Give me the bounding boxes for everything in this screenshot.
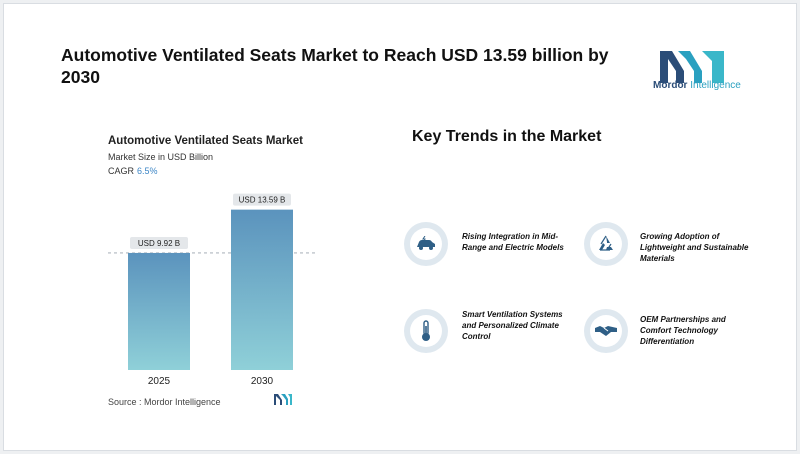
trend-label: Smart Ventilation Systems and Personaliz…: [462, 310, 563, 341]
x-tick-label: 2030: [251, 376, 274, 387]
thermometer-icon: [404, 309, 448, 353]
mini-logo-icon: [274, 394, 292, 405]
electric-car-icon: [404, 222, 448, 266]
trend-label: Rising Integration in Mid-Range and Elec…: [462, 232, 564, 252]
handshake-icon: [584, 309, 628, 353]
bar: [231, 209, 293, 370]
logo-text: Mordor Intelligence: [653, 80, 741, 91]
recycle-icon: [584, 222, 628, 266]
chart-title: Automotive Ventilated Seats Market: [108, 135, 303, 147]
trend-label: Growing Adoption of Lightweight and Sust…: [640, 232, 749, 263]
infographic-card: Automotive Ventilated Seats Market to Re…: [3, 3, 797, 451]
data-label-box: [233, 193, 291, 206]
bar: [128, 252, 190, 370]
page-title: Automotive Ventilated Seats Market to Re…: [61, 45, 609, 87]
trend-label: OEM Partnerships and Comfort Technology …: [640, 315, 726, 346]
data-label: USD 13.59 B: [239, 196, 286, 205]
chart-subtitle: Market Size in USD Billion: [108, 152, 214, 162]
data-label: USD 9.92 B: [138, 239, 180, 248]
mordor-logo-icon: [660, 51, 724, 83]
cagr: CAGR 6.5%: [108, 166, 158, 176]
cagr-label: CAGR: [108, 166, 135, 176]
bar-chart: USD 9.92 B 2025 USD 13.59 B 2030: [108, 193, 315, 387]
x-tick-label: 2025: [148, 376, 171, 387]
data-label-box: [130, 236, 188, 249]
source-note: Source : Mordor Intelligence: [108, 397, 221, 407]
trends-title: Key Trends in the Market: [412, 128, 602, 145]
cagr-value: 6.5%: [137, 166, 158, 176]
